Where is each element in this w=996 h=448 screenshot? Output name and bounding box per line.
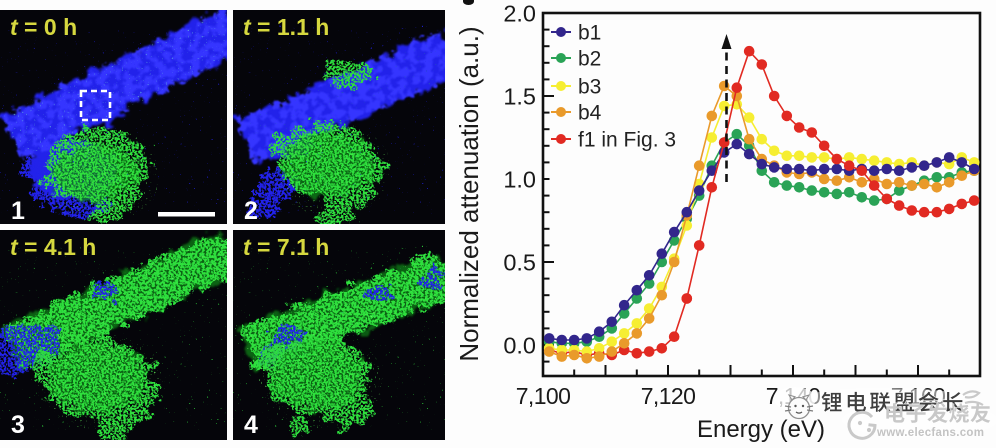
svg-text:b4: b4 — [578, 102, 602, 125]
svg-text:b3: b3 — [578, 76, 601, 99]
svg-text:2: 2 — [244, 197, 258, 225]
svg-text:t = 4.1 h: t = 4.1 h — [10, 234, 96, 260]
svg-text:b1: b1 — [578, 22, 601, 45]
svg-text:www.elecfans.com: www.elecfans.com — [876, 427, 984, 439]
svg-text:0.5: 0.5 — [503, 249, 536, 275]
svg-text:4: 4 — [244, 411, 258, 439]
svg-text:f1 in Fig. 3: f1 in Fig. 3 — [578, 129, 676, 152]
svg-text:3: 3 — [11, 411, 25, 439]
svg-text:7,120: 7,120 — [641, 383, 696, 409]
svg-text:t = 7.1 h: t = 7.1 h — [243, 234, 329, 260]
svg-text:0.0: 0.0 — [503, 332, 536, 358]
svg-text:b2: b2 — [578, 48, 601, 71]
svg-text:1.0: 1.0 — [503, 166, 536, 192]
svg-text:1.5: 1.5 — [503, 83, 536, 109]
svg-text:1: 1 — [11, 197, 25, 225]
svg-text:7,100: 7,100 — [516, 383, 571, 409]
svg-text:Normalized attenuation (a.u.): Normalized attenuation (a.u.) — [454, 26, 484, 361]
svg-text:t = 1.1 h: t = 1.1 h — [243, 14, 329, 40]
svg-text:Energy (eV): Energy (eV) — [697, 416, 825, 443]
svg-text:t = 0 h: t = 0 h — [10, 14, 77, 40]
svg-text:2.0: 2.0 — [503, 0, 536, 26]
